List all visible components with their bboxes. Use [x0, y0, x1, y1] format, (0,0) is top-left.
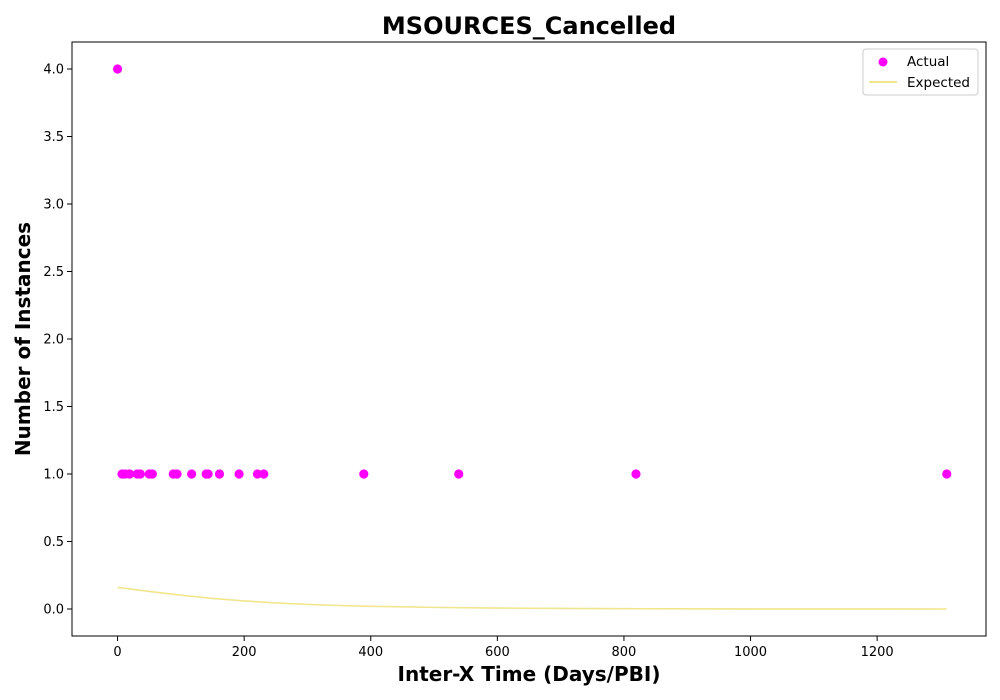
actual-point: [454, 469, 464, 479]
y-axis-label: Number of Instances: [11, 222, 35, 456]
actual-point: [135, 469, 145, 479]
actual-point: [147, 469, 157, 479]
y-tick-label: 2.0: [43, 333, 64, 348]
x-tick-label: 200: [232, 645, 257, 660]
y-axis-ticks: 0.0 0.5 1.0 1.5 2.0 2.5 3.0 3.5 4.0: [43, 63, 72, 618]
x-tick-label: 0: [113, 645, 121, 660]
y-tick-label: 1.5: [43, 400, 64, 415]
y-tick-label: 4.0: [43, 63, 64, 78]
actual-point: [234, 469, 244, 479]
actual-point: [172, 469, 182, 479]
x-axis-label: Inter-X Time (Days/PBI): [398, 662, 661, 686]
actual-point: [259, 469, 269, 479]
legend: Actual Expected: [862, 48, 979, 96]
x-tick-label: 800: [612, 645, 637, 660]
legend-label-actual: Actual: [907, 54, 949, 70]
actual-point: [203, 469, 213, 479]
y-tick-label: 0.5: [43, 535, 64, 550]
x-tick-label: 1000: [734, 645, 767, 660]
y-tick-label: 2.5: [43, 265, 64, 280]
expected-line: [117, 586, 947, 610]
x-axis-ticks: 0 200 400 600 800 1000 1200: [113, 636, 894, 660]
plot-content: [112, 64, 952, 610]
x-tick-label: 600: [485, 645, 510, 660]
legend-label-expected: Expected: [907, 75, 970, 91]
legend-marker-actual: [878, 57, 888, 67]
actual-point: [187, 469, 197, 479]
chart-title: MSOURCES_Cancelled: [382, 12, 676, 40]
actual-point: [124, 469, 135, 479]
actual-point: [631, 469, 641, 479]
y-tick-label: 3.0: [43, 198, 64, 213]
y-tick-label: 3.5: [43, 130, 64, 145]
legend-box: [862, 48, 979, 96]
actual-point: [214, 469, 225, 479]
actual-point: [112, 64, 123, 74]
actual-point: [359, 469, 369, 479]
actual-point: [252, 469, 263, 479]
x-tick-label: 400: [358, 645, 383, 660]
y-tick-label: 0.0: [43, 603, 64, 618]
y-tick-label: 1.0: [43, 468, 64, 483]
actual-point: [942, 469, 952, 479]
x-tick-label: 1200: [861, 645, 894, 660]
plot-frame: [71, 41, 987, 637]
